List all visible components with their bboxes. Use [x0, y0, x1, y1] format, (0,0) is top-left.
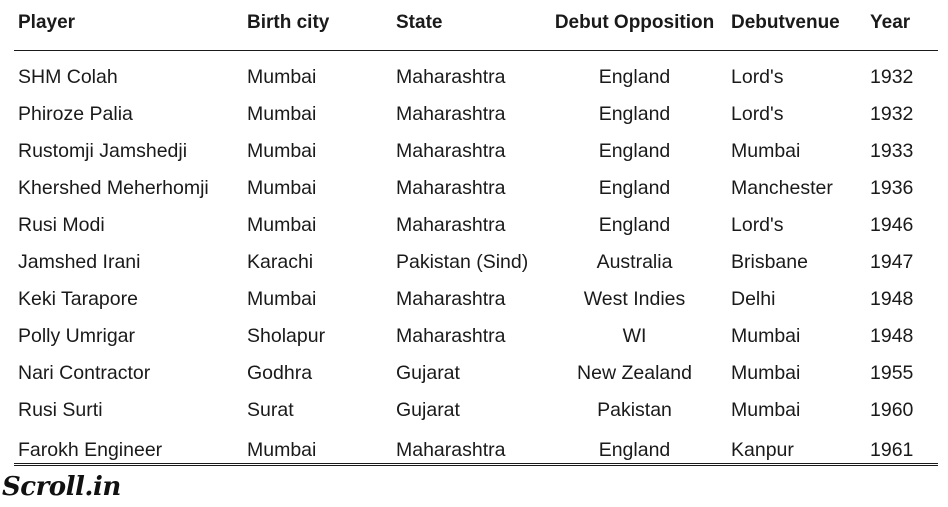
table-row: Farokh Engineer Mumbai Maharashtra England K…: [14, 429, 938, 463]
table-bottom-rule: [14, 463, 938, 466]
cell-state: Maharashtra: [396, 177, 506, 199]
cell-player: SHM Colah: [18, 66, 118, 88]
spacer-cell: [14, 50, 938, 59]
cell-player: Keki Tarapore: [18, 288, 138, 310]
cell-birth-city: Mumbai: [247, 140, 317, 162]
cell-debut-venue: Kanpur: [731, 439, 794, 461]
header-player: Player: [14, 0, 243, 51]
cell-debut-opposition: England: [598, 66, 671, 88]
cell-state: Gujarat: [396, 362, 460, 384]
cell-player: Rusi Modi: [18, 214, 105, 236]
header-debut-opposition: Debut Opposition: [542, 0, 727, 51]
cell-debut-venue: Manchester: [731, 177, 833, 199]
table-row: Khershed Meherhomji Mumbai Maharashtra Engl…: [14, 170, 938, 207]
players-table: Player Birth city State Debut Opposition…: [14, 0, 938, 463]
cell-debut-venue: Lord's: [731, 66, 784, 88]
cell-debut-opposition: England: [598, 439, 671, 461]
cell-year: 1936: [870, 177, 914, 199]
cell-debut-opposition: England: [598, 140, 671, 162]
cell-birth-city: Mumbai: [247, 103, 317, 125]
cell-player: Khershed Meherhomji: [18, 177, 209, 199]
cell-debut-opposition: Australia: [596, 251, 673, 273]
cell-player: Polly Umrigar: [18, 325, 136, 347]
cell-player: Nari Contractor: [18, 362, 151, 384]
table-row: Rustomji Jamshedji Mumbai Maharashtra Engla…: [14, 133, 938, 170]
cell-player: Rusi Surti: [18, 399, 103, 421]
cell-year: 1960: [870, 399, 914, 421]
cell-debut-opposition: West Indies: [583, 288, 686, 310]
table-body: SHM Colah Mumbai Maharashtra England Lord's 1…: [14, 50, 938, 463]
table-row: SHM Colah Mumbai Maharashtra England Lord's 1…: [14, 59, 938, 96]
cell-birth-city: Mumbai: [247, 66, 317, 88]
cell-player: Phiroze Palia: [18, 103, 133, 125]
scroll-in-logo: Scroll.in: [2, 472, 121, 502]
table-row: Keki Tarapore Mumbai Maharashtra West Indie…: [14, 281, 938, 318]
cell-year: 1932: [870, 103, 914, 125]
cell-state: Pakistan (Sind): [396, 251, 529, 273]
cell-debut-opposition: WI: [622, 325, 647, 347]
cell-birth-city: Mumbai: [247, 288, 317, 310]
cell-year: 1947: [870, 251, 914, 273]
cell-player: Rustomji Jamshedji: [18, 140, 188, 162]
cell-year: 1961: [870, 439, 914, 461]
cell-debut-opposition: England: [598, 214, 671, 236]
cell-state: Maharashtra: [396, 325, 506, 347]
header-debut-venue: Debutvenue: [727, 0, 866, 51]
cell-birth-city: Mumbai: [247, 177, 317, 199]
cell-player: Farokh Engineer: [18, 439, 163, 461]
cell-year: 1948: [870, 325, 914, 347]
table-spacer-row: [14, 50, 938, 59]
cell-birth-city: Karachi: [247, 251, 314, 273]
logo-text: Scroll.in: [2, 472, 121, 502]
table-row: Nari Contractor Godhra Gujarat New Zealand M…: [14, 355, 938, 392]
table-row: Phiroze Palia Mumbai Maharashtra England Lor…: [14, 96, 938, 133]
cell-state: Maharashtra: [396, 103, 506, 125]
cell-state: Maharashtra: [396, 439, 506, 461]
cell-birth-city: Sholapur: [247, 325, 326, 347]
cell-debut-venue: Mumbai: [731, 325, 801, 347]
cell-birth-city: Mumbai: [247, 439, 317, 461]
table-row: Jamshed Irani Karachi Pakistan (Sind) Austr…: [14, 244, 938, 281]
cell-debut-opposition: England: [598, 103, 671, 125]
cell-state: Maharashtra: [396, 288, 506, 310]
cell-year: 1932: [870, 66, 914, 88]
cell-debut-venue: Brisbane: [731, 251, 808, 273]
cell-debut-opposition: England: [598, 177, 671, 199]
cell-debut-opposition: New Zealand: [577, 362, 692, 384]
table-header-row: Player Birth city State Debut Opposition…: [14, 0, 938, 51]
cell-year: 1948: [870, 288, 914, 310]
cell-debut-venue: Mumbai: [731, 140, 801, 162]
cell-birth-city: Godhra: [247, 362, 313, 384]
cell-player: Jamshed Irani: [18, 251, 141, 273]
cell-debut-venue: Mumbai: [731, 362, 801, 384]
header-state: State: [392, 0, 542, 51]
table-row: Rusi Modi Mumbai Maharashtra England Lord's 1…: [14, 207, 938, 244]
cell-debut-venue: Lord's: [731, 103, 784, 125]
header-year: Year: [866, 0, 938, 51]
cell-year: 1933: [870, 140, 914, 162]
cell-state: Gujarat: [396, 399, 460, 421]
cell-debut-venue: Mumbai: [731, 399, 801, 421]
cell-debut-opposition: Pakistan: [597, 399, 672, 421]
cell-year: 1946: [870, 214, 914, 236]
table-row: Rusi Surti Surat Gujarat Pakistan Mumbai 1960: [14, 392, 938, 429]
cell-debut-venue: Delhi: [731, 288, 776, 310]
header-birth-city: Birth city: [243, 0, 392, 51]
cell-birth-city: Mumbai: [247, 214, 317, 236]
cell-state: Maharashtra: [396, 66, 506, 88]
players-table-container: Player Birth city State Debut Opposition…: [14, 0, 938, 466]
cell-debut-venue: Lord's: [731, 214, 784, 236]
cell-birth-city: Surat: [247, 399, 294, 421]
table-row: Polly Umrigar Sholapur Maharashtra WI Mumbai…: [14, 318, 938, 355]
cell-year: 1955: [870, 362, 914, 384]
cell-state: Maharashtra: [396, 214, 506, 236]
cell-state: Maharashtra: [396, 140, 506, 162]
